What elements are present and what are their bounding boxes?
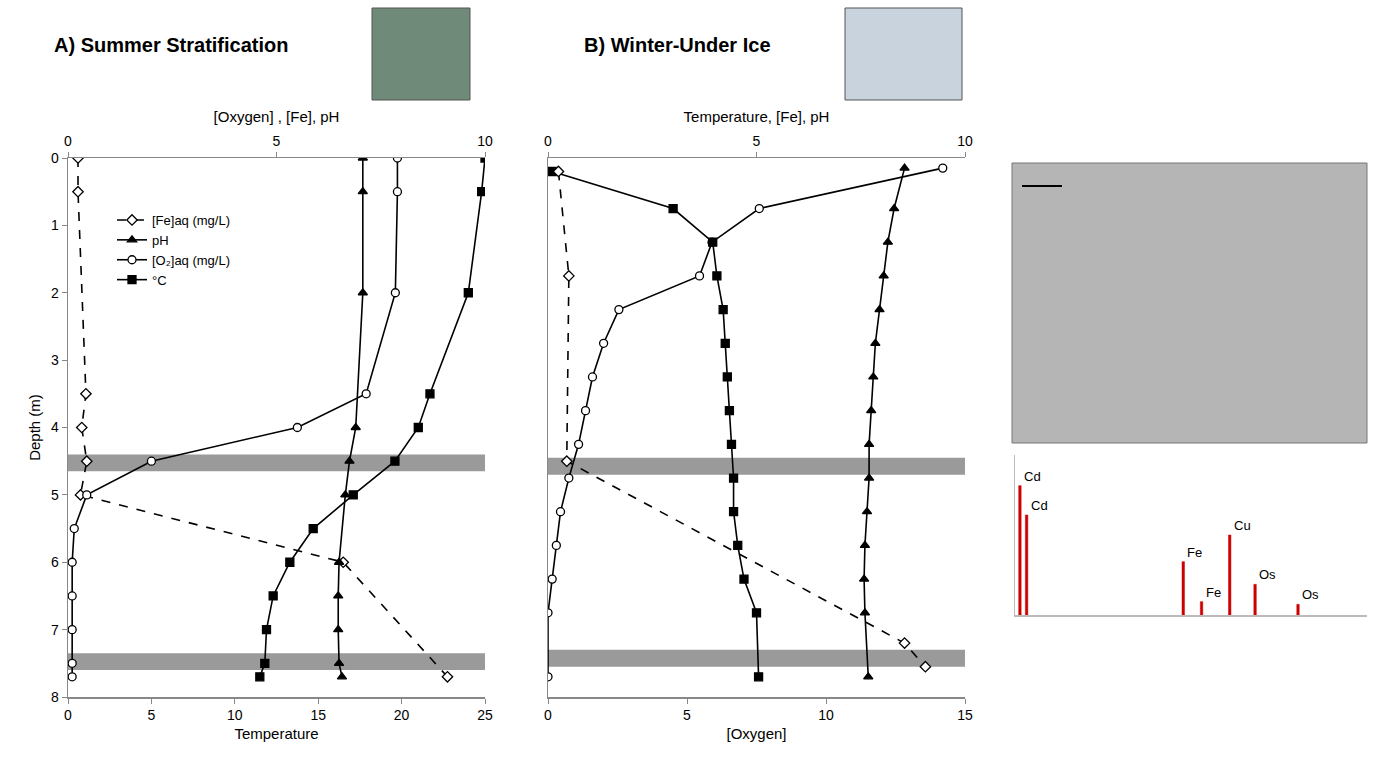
svg-text:Temperature, [Fe], pH: Temperature, [Fe], pH bbox=[684, 108, 830, 125]
svg-text:5: 5 bbox=[273, 133, 281, 149]
svg-text:0: 0 bbox=[64, 707, 72, 723]
svg-text:0: 0 bbox=[64, 133, 72, 149]
svg-text:3: 3 bbox=[51, 352, 59, 368]
svg-text:10: 10 bbox=[477, 133, 493, 149]
svg-text:Cd: Cd bbox=[1024, 469, 1041, 484]
svg-text:Fe: Fe bbox=[1206, 585, 1221, 600]
svg-text:[Oxygen]: [Oxygen] bbox=[726, 725, 786, 742]
svg-text:Cu: Cu bbox=[1234, 518, 1251, 533]
svg-text:5: 5 bbox=[683, 707, 691, 723]
svg-text:15: 15 bbox=[310, 707, 326, 723]
svg-text:4: 4 bbox=[51, 419, 59, 435]
svg-text:[Oxygen] , [Fe], pH: [Oxygen] , [Fe], pH bbox=[214, 108, 340, 125]
svg-text:15: 15 bbox=[957, 707, 973, 723]
svg-text:2: 2 bbox=[51, 285, 59, 301]
svg-text:7: 7 bbox=[51, 622, 59, 638]
svg-text:1: 1 bbox=[51, 217, 59, 233]
svg-text:Os: Os bbox=[1259, 567, 1276, 582]
svg-text:[O₂]aq (mg/L): [O₂]aq (mg/L) bbox=[152, 253, 230, 268]
svg-text:10: 10 bbox=[957, 133, 973, 149]
svg-text:Fe: Fe bbox=[1187, 545, 1202, 560]
svg-text:[Fe]aq (mg/L): [Fe]aq (mg/L) bbox=[152, 213, 230, 228]
svg-text:A) Summer Stratification: A) Summer Stratification bbox=[54, 34, 288, 56]
svg-text:20: 20 bbox=[394, 707, 410, 723]
svg-text:5: 5 bbox=[148, 707, 156, 723]
svg-text:10: 10 bbox=[227, 707, 243, 723]
svg-text:10: 10 bbox=[818, 707, 834, 723]
svg-text:°C: °C bbox=[152, 273, 167, 288]
svg-text:5: 5 bbox=[753, 133, 761, 149]
svg-text:0: 0 bbox=[544, 707, 552, 723]
svg-text:Cd: Cd bbox=[1031, 498, 1048, 513]
svg-text:0: 0 bbox=[51, 150, 59, 166]
svg-text:Temperature: Temperature bbox=[234, 725, 318, 742]
svg-text:8: 8 bbox=[51, 689, 59, 705]
svg-text:5: 5 bbox=[51, 487, 59, 503]
svg-text:B) Winter-Under Ice: B) Winter-Under Ice bbox=[584, 34, 771, 56]
svg-text:Depth (m): Depth (m) bbox=[26, 394, 43, 461]
svg-text:6: 6 bbox=[51, 554, 59, 570]
svg-text:Os: Os bbox=[1302, 587, 1319, 602]
svg-text:0: 0 bbox=[544, 133, 552, 149]
svg-text:25: 25 bbox=[477, 707, 493, 723]
svg-text:pH: pH bbox=[152, 233, 169, 248]
